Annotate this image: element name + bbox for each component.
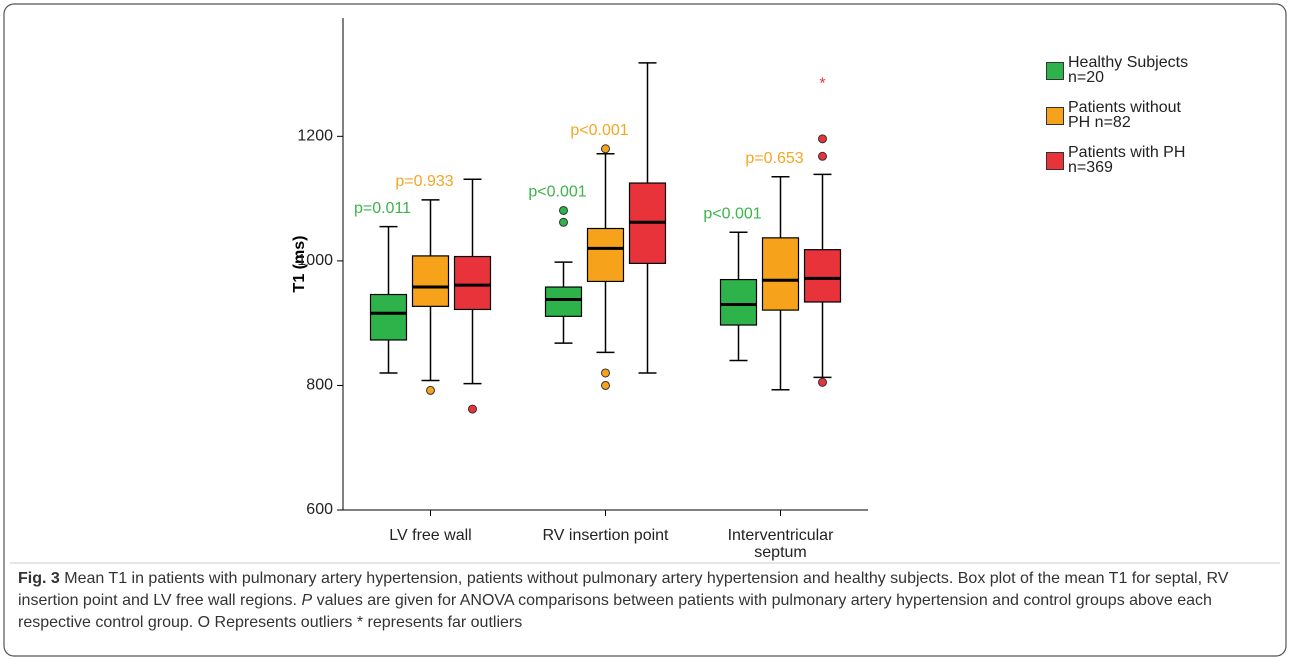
outlier xyxy=(468,404,477,414)
legend-item: Patients with PH n=369 xyxy=(1046,145,1188,190)
p-value: p=0.933 xyxy=(395,173,453,190)
y-axis-label: T1 (ms) xyxy=(291,236,308,293)
p-value: p<0.001 xyxy=(570,122,628,139)
caption-text: Mean T1 in patients with pulmonary arter… xyxy=(18,570,1229,609)
outlier xyxy=(601,368,610,378)
legend-swatch xyxy=(1046,152,1064,170)
legend-label: Patients without PH n=82 xyxy=(1068,99,1181,131)
x-tick-label: LV free wall xyxy=(389,527,472,544)
legend-label: Healthy Subjects n=20 xyxy=(1068,54,1189,86)
box xyxy=(586,227,625,283)
x-tick-label: RV insertion point xyxy=(542,527,669,544)
legend: Healthy Subjects n=20 Patients without PH… xyxy=(1046,55,1188,190)
outlier xyxy=(559,217,568,227)
frame xyxy=(3,3,1287,657)
outlier xyxy=(559,205,568,215)
caption-rest: values are given for ANOVA comparisons b… xyxy=(18,592,1212,631)
box xyxy=(761,237,800,311)
p-value: p=0.653 xyxy=(745,150,803,167)
y-tick-label: 1200 xyxy=(297,128,333,145)
y-tick-label: 1000 xyxy=(297,252,333,269)
outlier xyxy=(601,380,610,390)
legend-swatch xyxy=(1046,62,1064,80)
box xyxy=(369,293,408,341)
legend-label: Patients with PH n=369 xyxy=(1068,144,1186,176)
p-value: p<0.001 xyxy=(703,205,761,222)
outlier xyxy=(601,144,610,154)
box xyxy=(803,249,842,303)
box xyxy=(453,255,492,311)
x-tick-label: Interventricular septum xyxy=(727,527,834,561)
legend-item: Patients without PH n=82 xyxy=(1046,100,1188,145)
outlier xyxy=(818,151,827,161)
box xyxy=(544,286,583,317)
p-value: p<0.001 xyxy=(528,184,586,201)
legend-item: Healthy Subjects n=20 xyxy=(1046,55,1188,100)
box xyxy=(719,278,758,326)
caption: Fig. 3 Mean T1 in patients with pulmonar… xyxy=(18,568,1268,634)
far-outlier: * xyxy=(819,75,825,92)
caption-italic: P xyxy=(301,592,313,609)
outlier xyxy=(818,134,827,144)
y-tick-label: 600 xyxy=(306,501,333,518)
legend-swatch xyxy=(1046,107,1064,125)
caption-label: Fig. 3 xyxy=(18,570,60,587)
p-value: p=0.011 xyxy=(354,200,411,217)
outlier xyxy=(426,385,435,395)
box xyxy=(411,255,450,307)
y-tick-label: 800 xyxy=(306,377,333,394)
outlier xyxy=(818,377,827,387)
